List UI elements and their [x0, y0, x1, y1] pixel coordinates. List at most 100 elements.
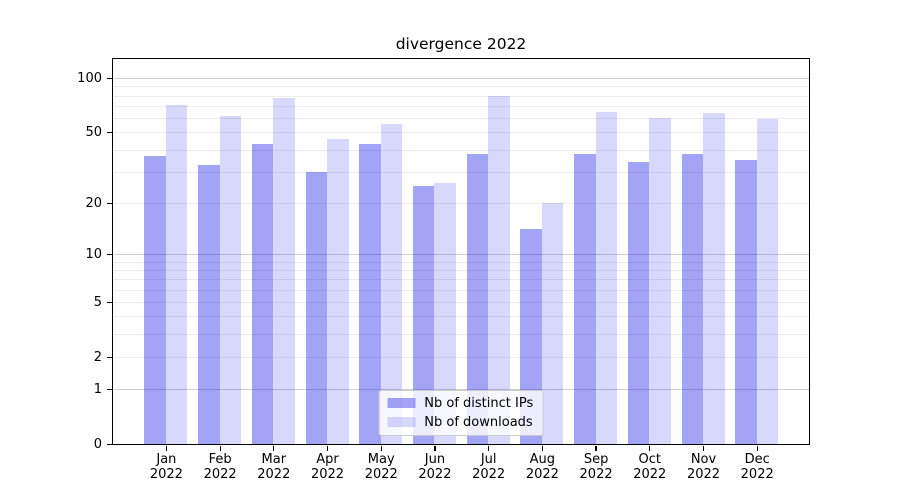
y-tick-label: 20 [85, 195, 102, 211]
gridline-minor [112, 171, 809, 173]
x-tick-label: May 2022 [341, 452, 421, 483]
x-tick-year: 2022 [364, 467, 398, 482]
bar-distinct-ips [305, 171, 328, 444]
bar-downloads [165, 105, 188, 444]
legend-label-distinct-ips: Nb of distinct IPs [424, 395, 534, 411]
y-tick-label: 5 [93, 294, 102, 310]
x-tick-label: Nov 2022 [664, 452, 744, 483]
x-tick-label: Jun 2022 [395, 452, 475, 483]
x-tick [649, 446, 651, 451]
bar-distinct-ips [144, 155, 166, 444]
x-tick [702, 446, 705, 451]
bar-downloads [703, 113, 725, 444]
bar-downloads [380, 123, 403, 444]
bar-downloads [756, 119, 779, 444]
gridline-minor [112, 95, 809, 97]
x-tick-month: Feb [208, 451, 232, 467]
gridline-minor [112, 301, 809, 303]
y-tick [106, 78, 112, 80]
legend-item-downloads: Nb of downloads [387, 415, 533, 430]
x-tick-month: Mar [261, 451, 287, 467]
x-tick-year: 2022 [579, 467, 613, 482]
gridline-minor [112, 202, 809, 204]
x-tick-label: Sep 2022 [556, 452, 636, 483]
y-tick-label: 0 [93, 437, 102, 452]
x-tick [165, 446, 167, 451]
y-tick-label: 1 [93, 382, 102, 398]
chart-title: divergence 2022 [395, 35, 527, 53]
bar-downloads [541, 202, 564, 444]
y-tick [106, 388, 112, 391]
gridline-minor [112, 269, 809, 271]
x-tick [219, 446, 221, 451]
gridline-minor [112, 289, 809, 291]
x-tick-year: 2022 [203, 467, 237, 482]
plot-inner: Nb of distinct IPs Nb of downloads [112, 59, 809, 444]
y-tick [106, 132, 112, 134]
gridline-major [112, 253, 809, 255]
x-tick-month: Jul [480, 451, 497, 467]
x-tick-label: Aug 2022 [502, 452, 582, 483]
bar-distinct-ips [627, 162, 650, 444]
gridline-minor [112, 86, 809, 88]
x-tick-year: 2022 [472, 467, 506, 482]
x-tick-year: 2022 [257, 467, 291, 482]
x-tick [595, 446, 597, 451]
x-tick-year: 2022 [740, 467, 774, 482]
x-tick-label: Apr 2022 [288, 452, 368, 483]
gridline-minor [112, 279, 809, 281]
y-tick-label: 2 [93, 349, 102, 365]
x-tick-year: 2022 [149, 467, 183, 482]
legend: Nb of distinct IPs Nb of downloads [378, 389, 544, 436]
bar-downloads [595, 111, 618, 444]
gridline-minor [112, 118, 809, 120]
gridline-minor [112, 316, 809, 318]
y-tick [106, 443, 112, 446]
x-tick-month: Aug [529, 451, 556, 467]
x-tick [326, 446, 329, 451]
legend-label-downloads: Nb of downloads [424, 414, 533, 430]
x-tick [488, 446, 490, 451]
x-tick-year: 2022 [525, 467, 559, 482]
legend-swatch-downloads [387, 416, 416, 428]
x-tick-month: May [367, 451, 395, 467]
bar-distinct-ips [735, 159, 757, 444]
x-tick-month: Nov [690, 451, 717, 467]
bar-distinct-ips [359, 144, 381, 444]
y-tick [106, 202, 112, 204]
bar-downloads [434, 182, 456, 444]
legend-swatch-distinct-ips [387, 397, 416, 409]
x-tick-label: Jan 2022 [126, 452, 206, 483]
y-tick-label: 10 [85, 246, 102, 262]
bar-downloads [219, 115, 242, 444]
legend-item-distinct-ips: Nb of distinct IPs [387, 396, 533, 411]
x-tick-month: Apr [316, 451, 339, 467]
x-tick-month: Oct [638, 451, 662, 467]
x-tick-month: Jun [424, 451, 446, 467]
y-tick [106, 301, 112, 304]
bar-downloads [327, 138, 349, 444]
x-tick-year: 2022 [418, 467, 452, 482]
bar-distinct-ips [251, 144, 274, 444]
x-tick-month: Sep [583, 451, 609, 467]
x-tick [380, 446, 382, 451]
y-tick [106, 356, 112, 358]
bar-downloads [649, 118, 671, 444]
x-tick-year: 2022 [686, 467, 721, 482]
plot-area: Nb of distinct IPs Nb of downloads [111, 58, 810, 445]
bar-downloads [488, 95, 510, 444]
bar-distinct-ips [466, 153, 489, 444]
gridline-major [112, 78, 809, 80]
gridline-minor [112, 261, 809, 263]
x-tick-month: Dec [744, 451, 770, 467]
gridline-minor [112, 356, 809, 358]
x-tick-year: 2022 [633, 467, 667, 482]
x-tick-label: Dec 2022 [717, 452, 797, 483]
y-tick [106, 253, 112, 256]
gridline-minor [112, 132, 809, 134]
bar-distinct-ips [412, 185, 435, 444]
x-tick-year: 2022 [310, 467, 345, 482]
x-tick [434, 446, 436, 451]
x-tick-label: Feb 2022 [180, 452, 260, 483]
